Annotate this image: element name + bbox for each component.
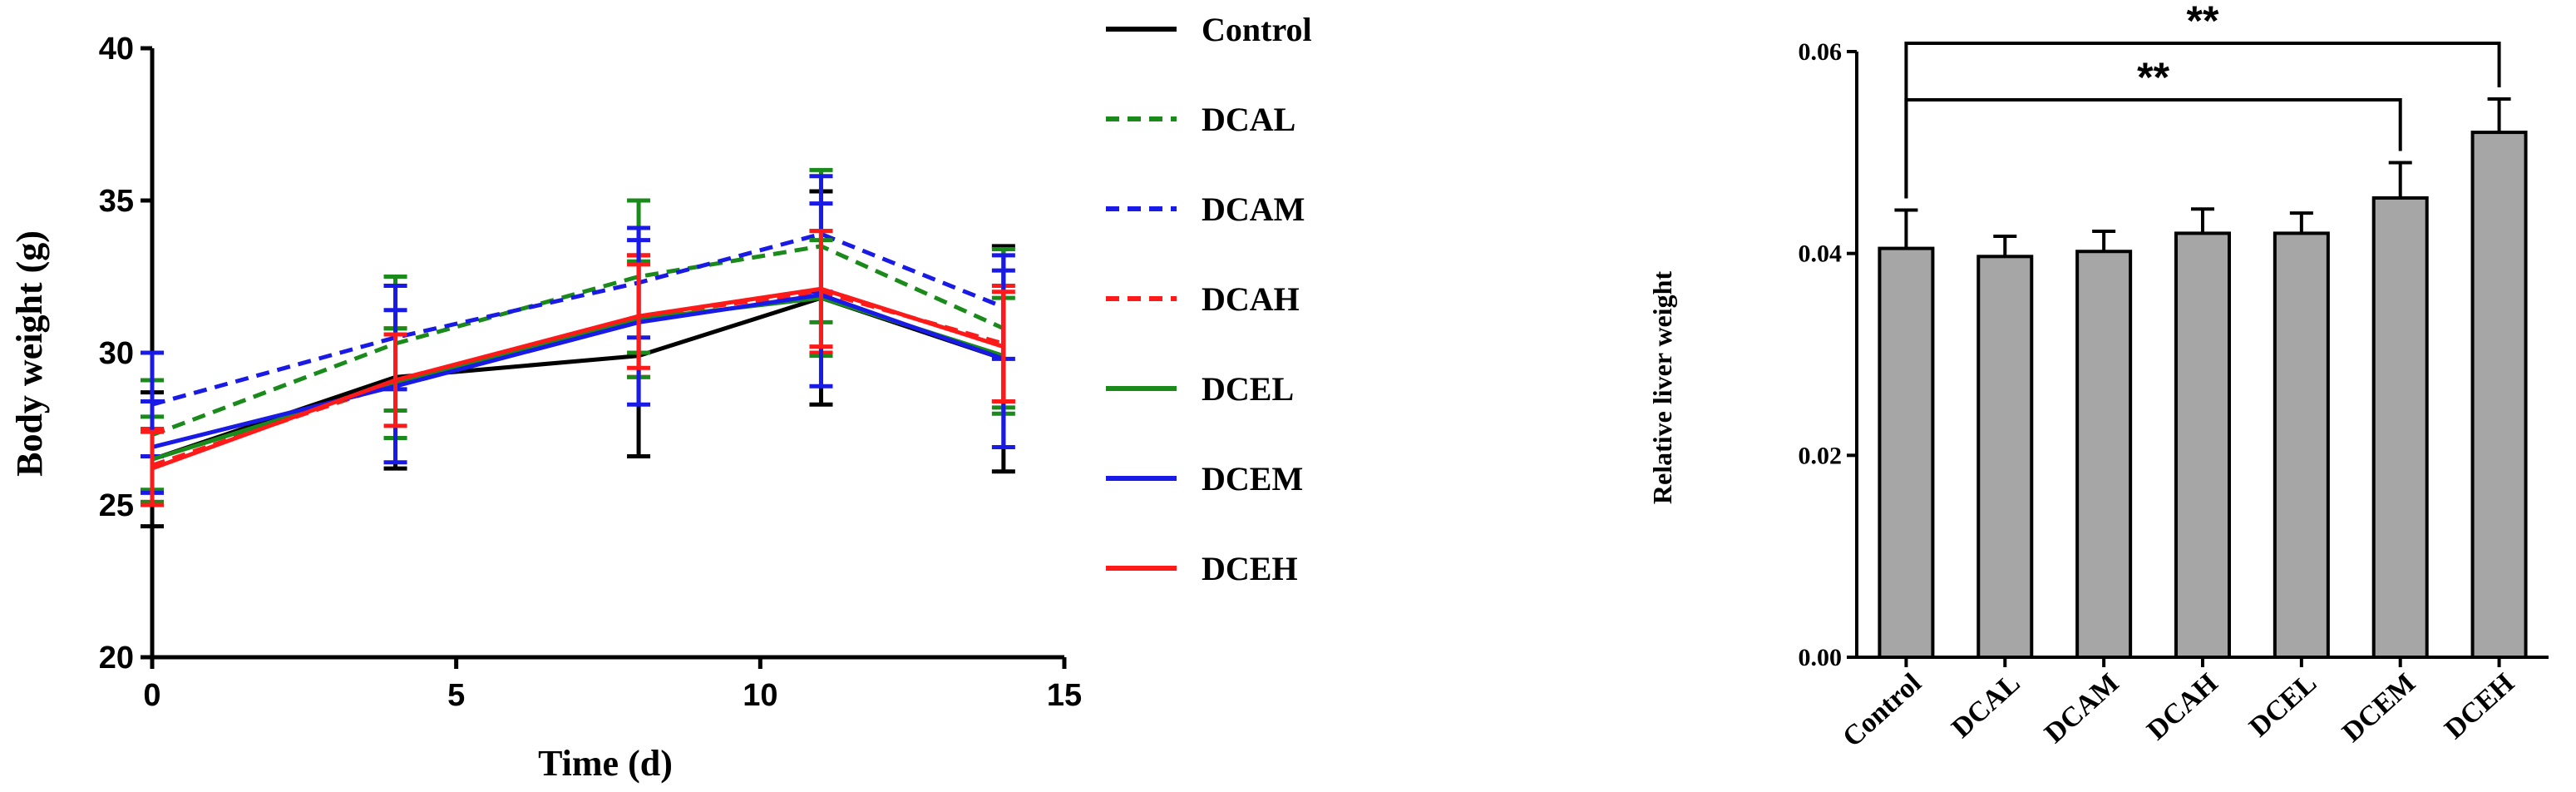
body-weight-chart: 20 25 30 35 40 0 5 10 15 Time (d) Body weight (… [9, 11, 1312, 784]
series-line-dcal [151, 244, 1004, 438]
x-tick-label: 0 [143, 678, 160, 713]
legend-label-dcem: DCEM [1202, 460, 1303, 497]
significance-bracket [1904, 98, 2402, 199]
liver-weight-x-ticks: Control DCAL DCAM DCAH DCEL DCEM DCEH [1837, 657, 2520, 753]
x-tick-label: 10 [743, 678, 777, 713]
x-tick-label: 5 [447, 678, 465, 713]
legend: Control DCAL DCAM DCAH DCEL DCEM DCEH [1106, 11, 1312, 587]
liver-weight-chart: 0.00 0.02 0.04 0.06 Control DCAL DCAM DCAH DCEL… [1647, 0, 2549, 753]
bar-control [1878, 246, 1935, 659]
x-tick-label: DCAM [2039, 667, 2124, 749]
series-dcel [141, 238, 1015, 504]
bar-dcel [2273, 231, 2330, 659]
liver-weight-bars [1878, 97, 2528, 660]
bar-dcam [2075, 250, 2133, 659]
series-line-dceh [151, 286, 1004, 471]
body-weight-x-ticks: 0 5 10 15 [143, 657, 1082, 713]
x-tick-label: DCEM [2337, 667, 2421, 748]
y-tick-label: 0.06 [1799, 38, 1843, 66]
legend-label-dcam: DCAM [1202, 191, 1305, 228]
x-tick-label: DCEH [2439, 667, 2520, 745]
y-tick-label: 0.04 [1799, 240, 1843, 268]
legend-label-dcal: DCAL [1202, 101, 1295, 138]
legend-label-dceh: DCEH [1202, 550, 1298, 587]
body-weight-x-axis-label: Time (d) [538, 743, 673, 784]
x-tick-label: Control [1837, 667, 1927, 753]
significance-brackets: ** ** [1904, 0, 2501, 199]
legend-label-control: Control [1202, 11, 1312, 48]
series-line-dcam [151, 231, 1004, 407]
series-line-control [151, 295, 1004, 462]
y-tick-label: 25 [99, 488, 134, 523]
x-tick-label: DCEL [2243, 667, 2322, 743]
series-dcah [141, 229, 1015, 504]
y-tick-label: 0.00 [1799, 644, 1843, 671]
series-dceh [141, 229, 1015, 507]
series-dcem [141, 201, 1015, 495]
bar-dcah [2174, 231, 2231, 659]
y-tick-label: 35 [99, 184, 134, 219]
series-line-dcel [151, 295, 1004, 462]
bar-dcem [2371, 196, 2429, 659]
body-weight-axes [150, 48, 1064, 660]
legend-label-dcel: DCEL [1202, 370, 1294, 408]
y-tick-label: 0.02 [1799, 442, 1843, 469]
legend-label-dcah: DCAH [1202, 280, 1300, 318]
body-weight-y-axis-label: Body weight (g) [9, 230, 50, 477]
series-dcal [141, 167, 1015, 493]
x-tick-label: 15 [1047, 678, 1082, 713]
body-weight-series [141, 167, 1015, 529]
x-tick-label: DCAH [2141, 667, 2223, 745]
body-weight-y-ticks: 20 25 30 35 40 [99, 32, 152, 676]
y-tick-label: 40 [99, 32, 134, 67]
liver-weight-y-axis-label: Relative liver weight [1647, 271, 1677, 505]
significance-label: ** [2187, 0, 2219, 44]
liver-weight-y-ticks: 0.00 0.02 0.04 0.06 [1799, 38, 1857, 671]
bar-dceh [2470, 131, 2528, 660]
bar-dcal [1976, 255, 2034, 659]
y-tick-label: 20 [99, 641, 134, 676]
significance-bracket [1904, 42, 2501, 199]
significance-label: ** [2137, 54, 2169, 101]
x-tick-label: DCAL [1946, 667, 2026, 744]
y-tick-label: 30 [99, 336, 134, 371]
series-control [141, 189, 1015, 529]
